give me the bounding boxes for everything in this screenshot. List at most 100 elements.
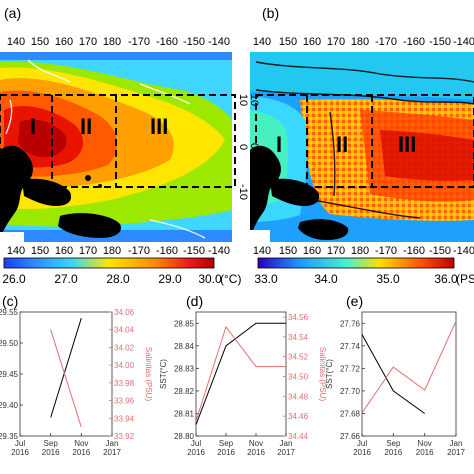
plot-frame: [19, 311, 113, 437]
x-tick-label: 2017: [447, 448, 465, 457]
colorbar-tick: 27.0: [54, 272, 78, 286]
x-tick-label: 2016: [353, 448, 371, 457]
x-tick-label: Jul: [357, 439, 367, 448]
salinity-series-line: [50, 329, 82, 428]
lon-tick: -150: [429, 36, 451, 48]
lon-tick: 180: [351, 36, 369, 48]
x-tick-label: 2016: [217, 448, 235, 457]
y-left-tick-label: 29.55: [0, 308, 19, 317]
x-tick-label: Jul: [15, 439, 25, 448]
lon-tick: 170: [79, 245, 97, 257]
y-right-tick-label: 34.46: [288, 412, 309, 421]
colorbar-tick: 28.0: [106, 272, 130, 286]
panel-c-label: (c): [2, 293, 18, 309]
colorbar-tick: 33.0: [254, 272, 278, 286]
x-tick-label: Sep: [219, 439, 234, 448]
lon-tick: 160: [55, 245, 73, 257]
panel-b: (b) 140 150 160 170 180 -170 -160 -150 -…: [248, 5, 474, 286]
x-tick-label: 2016: [416, 448, 434, 457]
y-right-tick-label: 34.44: [288, 432, 309, 441]
panel-b-bottom-lon-ticks: 140 150 160 170 180 -170 -160 -150 -140: [253, 245, 474, 257]
chart-c: 29.35 29.40 29.45 29.50 29.55 33.92 33.94 33.96…: [0, 308, 153, 457]
lon-tick: -160: [156, 245, 178, 257]
colorbar-unit: (°C): [220, 272, 241, 286]
lon-tick: -150: [183, 245, 205, 257]
lon-tick: 160: [55, 36, 73, 48]
colorbar-tick: 36.0: [434, 272, 458, 286]
lon-tick: 140: [253, 245, 271, 257]
panel-b-lat-ticks: 10 0 -10: [248, 94, 260, 198]
y-right-axis-label: Salinitas (PSU): [318, 347, 327, 402]
panel-b-salinity-map: [250, 52, 474, 242]
panel-a: (a) 140 150 160 170 180 -170 -160 -150 -…: [0, 5, 249, 286]
x-tick-label: Jan: [280, 439, 293, 448]
lon-tick: 140: [7, 36, 25, 48]
y-left-tick-label: 29.35: [0, 432, 19, 441]
panel-b-label: (b): [262, 5, 279, 21]
lon-tick: 170: [79, 36, 97, 48]
lon-tick: 160: [303, 245, 321, 257]
y-right-tick-label: 34.54: [288, 333, 309, 342]
y-left-tick-label: 29.40: [0, 401, 19, 410]
lon-tick: -150: [183, 36, 205, 48]
y-left-tick-label: 28.80: [174, 432, 195, 441]
y-right-tick-label: 33.98: [114, 379, 135, 388]
x-tick-label: 2016: [247, 448, 265, 457]
region-label: II: [336, 132, 348, 157]
chart-e: 27.6627.6827.7027.7227.7427.76Jul2016Sep…: [325, 311, 465, 457]
panel-d-label: (d): [186, 293, 203, 309]
y-left-tick-label: 29.45: [0, 370, 19, 379]
sst-series-line: [361, 334, 425, 414]
y-right-tick-label: 34.00: [114, 361, 135, 370]
x-tick-label: 2017: [103, 448, 121, 457]
colorbar-tick: 35.0: [376, 272, 400, 286]
y-right-tick-label: 34.50: [288, 372, 309, 381]
panel-b-colorbar: 33.0 34.0 35.0 36.0 (PS: [254, 257, 474, 286]
panel-a-colorbar: 26.0 27.0 28.0 29.0 30.0 (°C): [2, 257, 241, 286]
lon-tick: -170: [128, 245, 150, 257]
panel-e-label: (e): [346, 293, 363, 309]
lon-tick: 180: [351, 245, 369, 257]
y-left-axis-label: SST(°C): [159, 359, 168, 389]
y-left-tick-label: 28.84: [174, 342, 195, 351]
y-right-tick-label: 33.96: [114, 397, 135, 406]
colorbar-tick: 30.0: [198, 272, 222, 286]
region-label: I: [276, 132, 282, 157]
y-left-tick-label: 28.83: [174, 364, 195, 373]
region-label: III: [398, 132, 416, 157]
plot-frame: [361, 311, 457, 437]
y-left-tick-label: 27.74: [340, 342, 361, 351]
y-right-tick-label: 34.56: [288, 313, 309, 322]
panel-a-sst-map: [0, 52, 232, 242]
panel-b-top-lon-ticks: 140 150 160 170 180 -170 -160 -150 -140: [253, 36, 474, 48]
y-right-tick-label: 34.48: [288, 392, 309, 401]
x-tick-label: Nov: [418, 439, 432, 448]
plot-frame: [195, 311, 287, 437]
y-left-tick-label: 27.72: [340, 364, 361, 373]
x-tick-label: 2016: [42, 448, 60, 457]
salinity-series-line: [361, 320, 457, 414]
salinity-series-line: [195, 325, 286, 422]
y-right-tick-label: 33.92: [114, 432, 135, 441]
y-right-tick-label: 34.02: [114, 343, 135, 352]
sst-series-line: [195, 322, 286, 425]
lon-tick: -170: [375, 245, 397, 257]
x-tick-label: Jan: [106, 439, 119, 448]
x-tick-label: 2016: [187, 448, 205, 457]
panel-a-top-lon-ticks: 140 150 160 170 180 -170 -160 -150 -140: [7, 36, 230, 48]
lon-tick: -160: [403, 245, 425, 257]
x-tick-label: Sep: [44, 439, 59, 448]
y-left-tick-label: 28.85: [174, 319, 195, 328]
x-tick-label: Nov: [74, 439, 88, 448]
lat-tick: 0: [248, 143, 260, 149]
panel-b-region-labels: I II III: [276, 132, 416, 157]
y-left-tick-label: 29.50: [0, 339, 19, 348]
colorbar-unit: (PS: [456, 272, 474, 286]
y-left-tick-label: 28.82: [174, 387, 195, 396]
lat-tick: 0: [237, 144, 249, 150]
lat-tick: -10: [248, 182, 260, 198]
region-label: I: [30, 114, 36, 139]
x-tick-label: Jan: [450, 439, 463, 448]
colorbar-tick: 34.0: [314, 272, 338, 286]
